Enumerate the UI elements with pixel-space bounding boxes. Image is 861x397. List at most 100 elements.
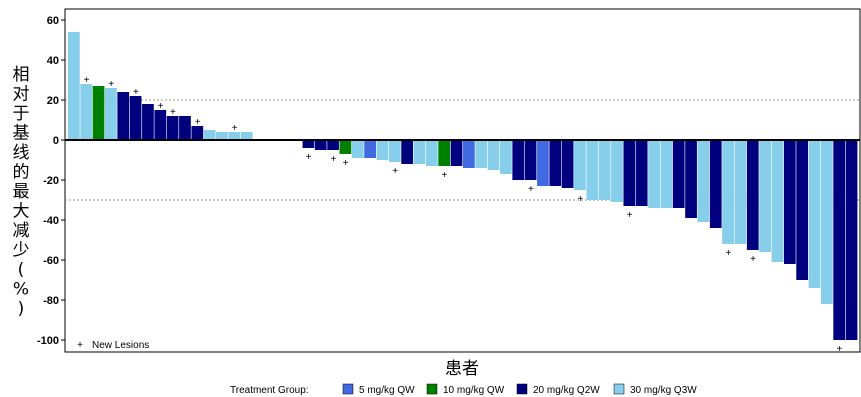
bar xyxy=(722,140,734,244)
new-lesion-marker: + xyxy=(627,210,633,221)
bar xyxy=(549,140,562,186)
y-tick-label: -80 xyxy=(43,295,59,307)
bar xyxy=(574,140,586,190)
bar xyxy=(105,88,117,140)
bar xyxy=(191,126,204,140)
bar xyxy=(709,140,722,228)
bar xyxy=(302,140,315,148)
bar xyxy=(364,140,376,158)
y-tick-label: -40 xyxy=(43,215,59,227)
bar xyxy=(648,140,660,208)
y-tick-label: -100 xyxy=(37,335,59,347)
bar xyxy=(142,104,154,140)
bar xyxy=(376,140,389,160)
y-axis-title: 相对于基线的最大减少(%) xyxy=(13,65,32,319)
bar xyxy=(339,140,352,154)
y-axis: 60 40 20 0 -20 -40 -60 -80 -100 xyxy=(37,15,65,347)
y-tick-label: -60 xyxy=(43,255,59,267)
bar xyxy=(845,140,858,340)
bar xyxy=(833,140,846,340)
legend-swatch xyxy=(342,383,354,395)
bar xyxy=(771,140,784,262)
new-lesion-marker: + xyxy=(108,79,114,90)
legend-label: 30 mg/kg Q3W xyxy=(630,385,697,396)
bar xyxy=(228,132,241,140)
bar xyxy=(413,140,426,164)
bar xyxy=(820,140,833,304)
bar xyxy=(166,116,179,140)
marker-note: + New Lesions xyxy=(77,340,149,351)
bar xyxy=(586,140,599,200)
legend-label: 5 mg/kg QW xyxy=(359,385,415,396)
bar xyxy=(623,140,636,206)
legend: Treatment Group: 5 mg/kg QW 10 mg/kg QW 20… xyxy=(230,383,697,396)
new-lesion-marker: + xyxy=(392,166,398,177)
bar xyxy=(240,132,253,140)
new-lesion-marker: + xyxy=(195,117,201,128)
bar xyxy=(672,140,685,208)
bar xyxy=(796,140,809,280)
bar xyxy=(388,140,401,162)
bar xyxy=(598,140,611,200)
new-lesion-marker: + xyxy=(577,194,583,205)
marker-note-symbol: + xyxy=(77,340,83,351)
bar xyxy=(697,140,710,222)
bar xyxy=(179,116,191,140)
bar xyxy=(734,140,747,244)
bar xyxy=(561,140,574,188)
y-tick-label: 60 xyxy=(47,15,59,27)
bar xyxy=(129,96,142,140)
legend-title: Treatment Group: xyxy=(230,385,309,396)
new-lesion-marker: + xyxy=(133,87,139,98)
new-lesion-marker: + xyxy=(306,152,312,163)
bar xyxy=(438,140,451,166)
bar xyxy=(487,140,500,170)
legend-swatch xyxy=(613,383,625,395)
bar xyxy=(808,140,821,288)
bar xyxy=(660,140,673,208)
x-axis-title: 患者 xyxy=(445,359,479,379)
new-lesion-marker: + xyxy=(725,248,731,259)
bar xyxy=(351,140,364,158)
bar xyxy=(425,140,438,166)
new-lesion-marker: + xyxy=(84,75,90,86)
bar xyxy=(746,140,759,250)
legend-label: 10 mg/kg QW xyxy=(443,385,505,396)
new-lesion-marker: + xyxy=(750,254,756,265)
bar xyxy=(537,140,549,186)
new-lesion-marker: + xyxy=(330,154,336,165)
bar xyxy=(635,140,648,206)
bar xyxy=(92,86,105,140)
reference-lines xyxy=(65,99,860,201)
bar xyxy=(500,140,512,174)
y-tick-label: 40 xyxy=(47,55,59,67)
new-lesion-marker: + xyxy=(158,101,164,112)
bar xyxy=(314,140,327,150)
new-lesion-marker: + xyxy=(442,170,448,181)
legend-swatch xyxy=(426,383,438,395)
bar xyxy=(216,132,228,140)
bar xyxy=(80,84,93,140)
new-lesion-marker: + xyxy=(170,107,176,118)
bar xyxy=(154,110,167,140)
y-tick-label: -20 xyxy=(43,175,59,187)
bars-group xyxy=(68,32,858,340)
bar xyxy=(685,140,697,218)
new-lesion-marker: + xyxy=(232,123,238,134)
bar xyxy=(512,140,525,180)
bar xyxy=(327,140,339,150)
y-tick-label: 20 xyxy=(47,95,59,107)
bar xyxy=(203,130,216,140)
new-lesion-marker: + xyxy=(837,344,843,355)
bar xyxy=(783,140,796,264)
bar xyxy=(68,32,80,140)
marker-note-label: New Lesions xyxy=(92,340,149,351)
bar xyxy=(450,140,463,166)
new-lesion-marker: + xyxy=(343,158,349,169)
bar xyxy=(611,140,623,202)
bar xyxy=(401,140,414,164)
legend-label: 20 mg/kg Q2W xyxy=(533,385,600,396)
new-lesion-markers: + + + + + + + + + + + + + + + + + + xyxy=(84,75,843,355)
bar xyxy=(475,140,488,168)
